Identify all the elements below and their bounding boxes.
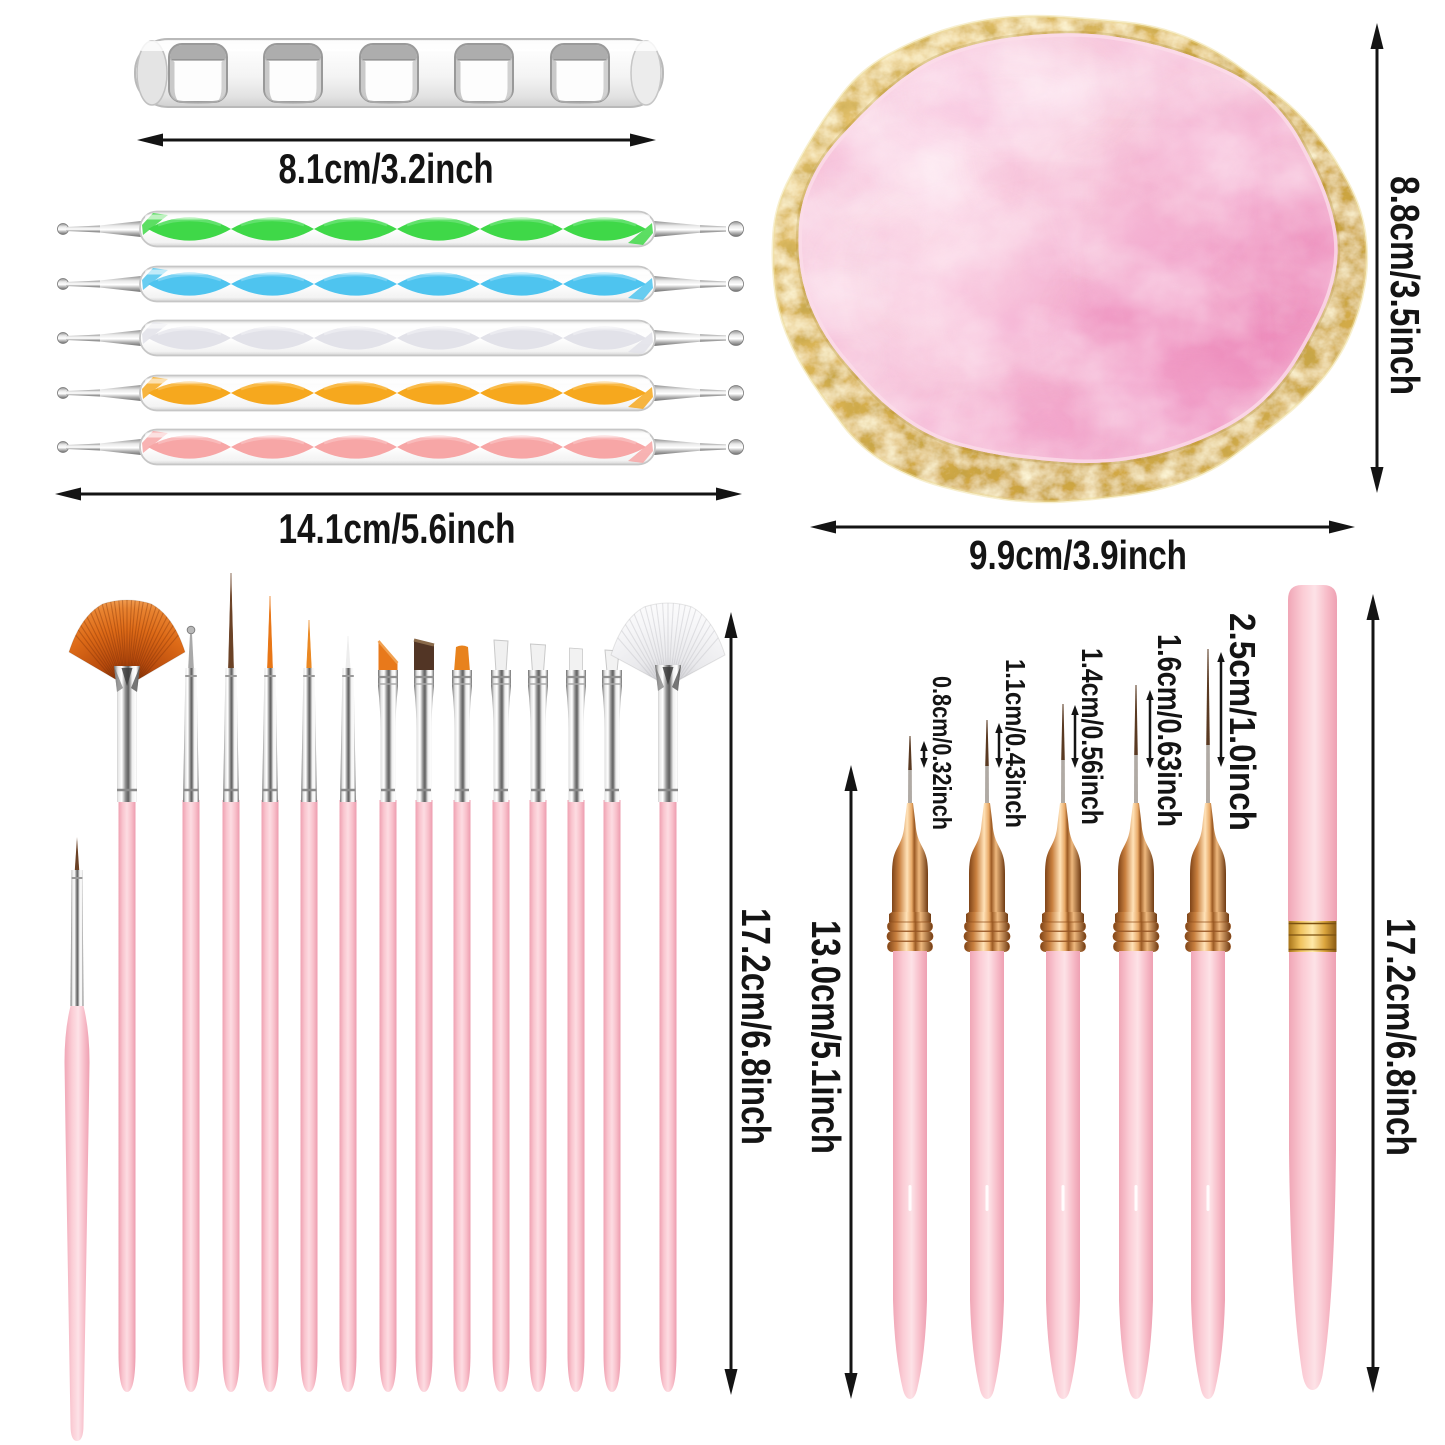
svg-text:17.2cm/6.8inch: 17.2cm/6.8inch bbox=[733, 908, 779, 1145]
svg-text:14.1cm/5.6inch: 14.1cm/5.6inch bbox=[279, 505, 516, 552]
svg-text:1.6cm/0.63inch: 1.6cm/0.63inch bbox=[1151, 634, 1188, 827]
svg-text:1.1cm/0.43inch: 1.1cm/0.43inch bbox=[1000, 659, 1031, 828]
svg-text:9.9cm/3.9inch: 9.9cm/3.9inch bbox=[969, 532, 1187, 578]
svg-text:2.5cm/1.0inch: 2.5cm/1.0inch bbox=[1222, 613, 1263, 831]
svg-text:8.1cm/3.2inch: 8.1cm/3.2inch bbox=[279, 145, 494, 192]
svg-text:1.4cm/0.56inch: 1.4cm/0.56inch bbox=[1075, 648, 1108, 825]
svg-text:8.8cm/3.5inch: 8.8cm/3.5inch bbox=[1382, 176, 1428, 395]
svg-text:13.0cm/5.1inch: 13.0cm/5.1inch bbox=[803, 920, 849, 1154]
svg-text:17.2cm/6.8inch: 17.2cm/6.8inch bbox=[1378, 918, 1424, 1156]
svg-text:0.8cm/0.32inch: 0.8cm/0.32inch bbox=[927, 676, 957, 830]
